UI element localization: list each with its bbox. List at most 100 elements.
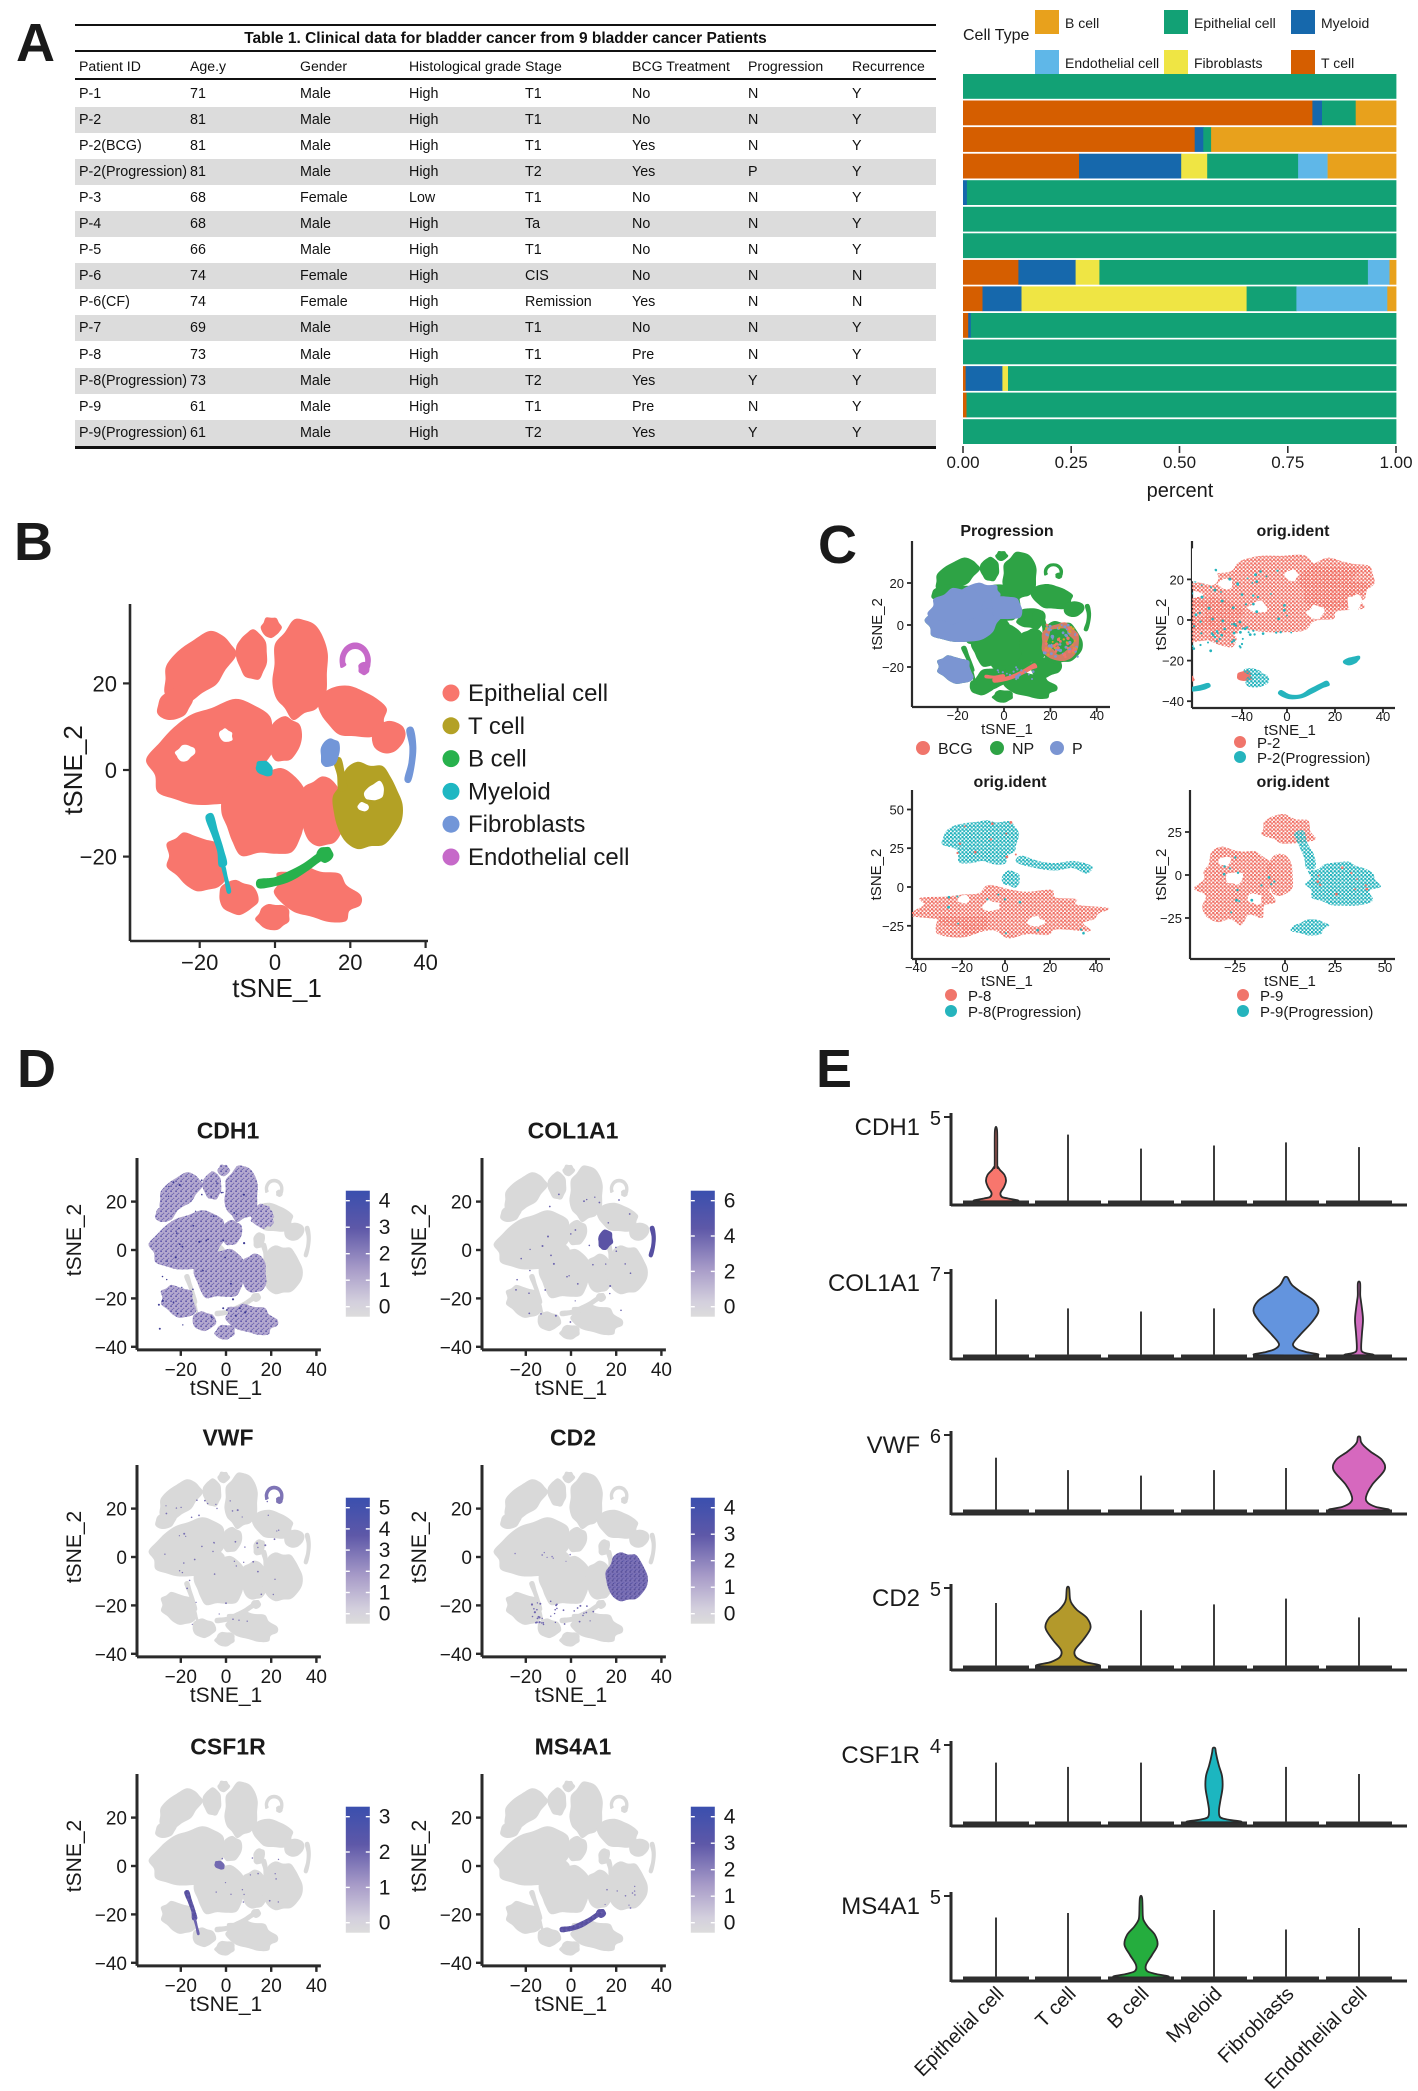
svg-text:percent: percent xyxy=(1147,480,1214,502)
svg-text:1: 1 xyxy=(379,1876,391,1899)
svg-text:20: 20 xyxy=(261,1976,282,1997)
svg-text:0: 0 xyxy=(269,950,281,975)
svg-text:0: 0 xyxy=(461,1548,472,1569)
svg-text:40: 40 xyxy=(306,1667,327,1688)
svg-text:Progression: Progression xyxy=(960,523,1053,540)
svg-text:NP: NP xyxy=(1012,741,1034,758)
svg-text:0: 0 xyxy=(1175,868,1182,883)
svg-text:40: 40 xyxy=(1089,960,1103,975)
svg-text:−20: −20 xyxy=(951,960,973,975)
svg-text:1: 1 xyxy=(379,1582,391,1605)
svg-text:0: 0 xyxy=(724,1603,736,1626)
svg-text:2: 2 xyxy=(724,1550,736,1573)
svg-text:0: 0 xyxy=(1283,709,1290,724)
svg-text:20: 20 xyxy=(1043,708,1057,723)
svg-text:Endothelial cell: Endothelial cell xyxy=(468,844,629,871)
svg-text:Myeloid: Myeloid xyxy=(468,778,551,805)
svg-text:−20: −20 xyxy=(440,1289,472,1310)
svg-text:CDH1: CDH1 xyxy=(197,1118,260,1144)
svg-text:0: 0 xyxy=(116,1548,127,1569)
svg-text:40: 40 xyxy=(651,1360,672,1381)
svg-text:40: 40 xyxy=(1090,708,1104,723)
svg-text:0: 0 xyxy=(105,758,117,783)
svg-text:−40: −40 xyxy=(95,1645,127,1666)
svg-text:0: 0 xyxy=(379,1296,391,1319)
svg-text:20: 20 xyxy=(606,1360,627,1381)
svg-text:tSNE_1: tSNE_1 xyxy=(981,973,1033,990)
svg-text:−20: −20 xyxy=(165,1667,197,1688)
svg-text:20: 20 xyxy=(106,1500,127,1521)
svg-text:Epithelial cell: Epithelial cell xyxy=(910,1983,1008,2081)
svg-text:0: 0 xyxy=(116,1857,127,1878)
svg-text:3: 3 xyxy=(379,1806,391,1829)
svg-text:3: 3 xyxy=(724,1832,736,1855)
svg-text:Fibroblasts: Fibroblasts xyxy=(1194,55,1262,71)
svg-text:0: 0 xyxy=(461,1857,472,1878)
svg-text:20: 20 xyxy=(261,1667,282,1688)
svg-text:0: 0 xyxy=(724,1296,736,1319)
svg-text:0: 0 xyxy=(897,618,904,633)
svg-text:1.00: 1.00 xyxy=(1379,453,1412,472)
svg-text:25: 25 xyxy=(1168,825,1182,840)
svg-text:−25: −25 xyxy=(1224,960,1246,975)
svg-text:tSNE_2: tSNE_2 xyxy=(63,1511,86,1583)
svg-text:0: 0 xyxy=(461,1241,472,1262)
svg-text:20: 20 xyxy=(93,671,117,696)
svg-text:tSNE_2: tSNE_2 xyxy=(63,1820,86,1892)
svg-text:1: 1 xyxy=(379,1269,391,1292)
svg-text:5: 5 xyxy=(930,1887,941,1909)
svg-text:6: 6 xyxy=(930,1426,941,1448)
svg-text:orig.ident: orig.ident xyxy=(974,774,1048,791)
svg-text:−20: −20 xyxy=(947,708,969,723)
svg-text:tSNE_1: tSNE_1 xyxy=(190,1684,262,1707)
svg-text:tSNE_1: tSNE_1 xyxy=(1264,973,1316,990)
svg-text:Endothelial cell: Endothelial cell xyxy=(1065,55,1159,71)
svg-text:20: 20 xyxy=(338,950,362,975)
svg-text:−40: −40 xyxy=(440,1338,472,1359)
svg-text:3: 3 xyxy=(724,1523,736,1546)
svg-text:CD2: CD2 xyxy=(872,1585,920,1612)
svg-text:−25: −25 xyxy=(1160,911,1182,926)
svg-text:20: 20 xyxy=(451,1193,472,1214)
svg-text:6: 6 xyxy=(724,1190,736,1213)
svg-text:−20: −20 xyxy=(165,1976,197,1997)
svg-text:5: 5 xyxy=(379,1497,391,1520)
svg-text:tSNE_2: tSNE_2 xyxy=(869,598,886,650)
svg-text:CD2: CD2 xyxy=(550,1425,596,1451)
svg-text:CSF1R: CSF1R xyxy=(190,1734,266,1760)
svg-text:20: 20 xyxy=(261,1360,282,1381)
svg-text:tSNE_2: tSNE_2 xyxy=(1153,849,1170,901)
svg-text:tSNE_2: tSNE_2 xyxy=(408,1820,431,1892)
svg-text:20: 20 xyxy=(606,1667,627,1688)
svg-text:tSNE_1: tSNE_1 xyxy=(981,721,1033,738)
svg-text:20: 20 xyxy=(451,1809,472,1830)
svg-text:tSNE_2: tSNE_2 xyxy=(868,849,885,901)
svg-text:MS4A1: MS4A1 xyxy=(841,1893,920,1920)
svg-text:Fibroblasts: Fibroblasts xyxy=(468,811,585,838)
svg-text:50: 50 xyxy=(890,803,904,818)
svg-text:tSNE_2: tSNE_2 xyxy=(1153,599,1170,651)
svg-text:MS4A1: MS4A1 xyxy=(535,1734,612,1760)
svg-text:−20: −20 xyxy=(882,660,904,675)
svg-text:−20: −20 xyxy=(1162,654,1184,669)
svg-text:20: 20 xyxy=(1043,960,1057,975)
svg-text:−40: −40 xyxy=(440,1645,472,1666)
svg-text:40: 40 xyxy=(306,1360,327,1381)
svg-text:−40: −40 xyxy=(1162,694,1184,709)
svg-text:P-8: P-8 xyxy=(968,988,991,1005)
svg-text:−20: −20 xyxy=(440,1905,472,1926)
svg-text:1: 1 xyxy=(724,1885,736,1908)
svg-text:−20: −20 xyxy=(440,1596,472,1617)
svg-text:orig.ident: orig.ident xyxy=(1257,774,1331,791)
svg-text:20: 20 xyxy=(451,1500,472,1521)
svg-text:1: 1 xyxy=(724,1576,736,1599)
svg-text:2: 2 xyxy=(724,1859,736,1882)
svg-text:0: 0 xyxy=(724,1912,736,1935)
svg-text:0: 0 xyxy=(566,1976,577,1997)
svg-text:VWF: VWF xyxy=(867,1432,920,1459)
svg-text:tSNE_1: tSNE_1 xyxy=(232,973,322,1003)
svg-text:Cell Type: Cell Type xyxy=(963,27,1030,44)
svg-text:tSNE_2: tSNE_2 xyxy=(58,725,88,815)
svg-text:4: 4 xyxy=(724,1806,736,1829)
svg-text:40: 40 xyxy=(306,1976,327,1997)
